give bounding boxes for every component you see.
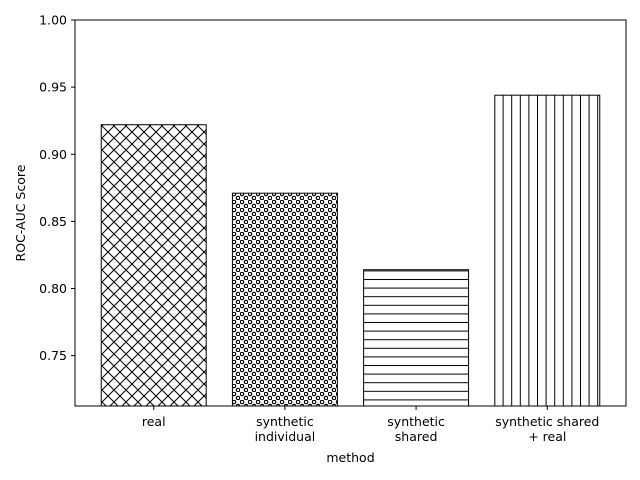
x-tick-label-line: shared [395, 429, 438, 444]
x-axis-label: method [326, 450, 374, 465]
y-tick-label-5: 1.00 [39, 13, 67, 28]
bars-layer [100, 94, 601, 407]
x-tick-label-0: real [142, 414, 166, 429]
y-tick-label-3: 0.90 [39, 147, 67, 162]
y-axis-ticks: 0.75 0.80 0.85 0.90 0.95 1.00 [39, 13, 75, 363]
y-tick-label-0: 0.75 [39, 348, 67, 363]
bar-0 [100, 124, 207, 407]
y-tick-label-1: 0.80 [39, 281, 67, 296]
plot-frame [74, 19, 627, 407]
bar-2 [363, 269, 470, 407]
bar-1 [231, 192, 338, 407]
x-tick-label-line: synthetic [256, 414, 314, 429]
x-tick-label-line: synthetic shared [495, 414, 599, 429]
y-tick-label-2: 0.85 [39, 214, 67, 229]
x-tick-label-3: synthetic shared + real [495, 414, 599, 444]
x-tick-label-1: synthetic individual [255, 414, 316, 444]
x-tick-label-line: real [142, 414, 166, 429]
y-tick-label-4: 0.95 [39, 80, 67, 95]
x-tick-label-2: synthetic shared [387, 414, 445, 444]
x-tick-label-line: synthetic [387, 414, 445, 429]
bar-3 [494, 94, 601, 407]
y-axis-label: ROC-AUC Score [13, 164, 28, 261]
x-tick-label-line: + real [528, 429, 566, 444]
x-tick-label-line: individual [255, 429, 316, 444]
